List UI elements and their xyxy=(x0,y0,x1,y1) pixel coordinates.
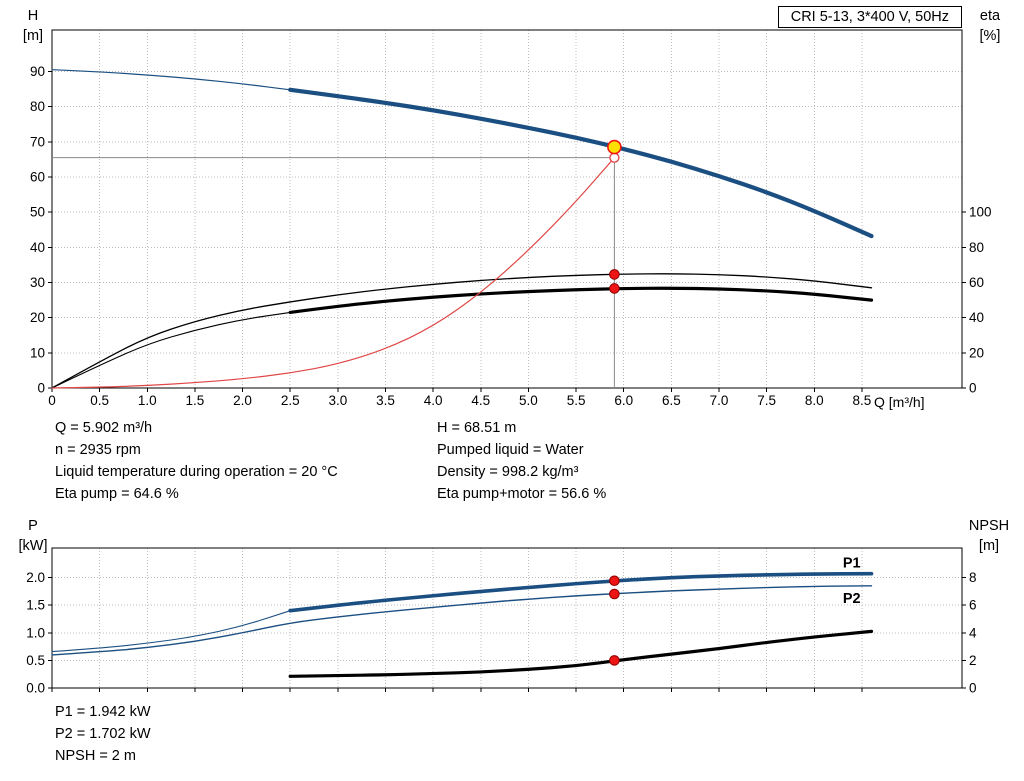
y-tick-label-left: 80 xyxy=(30,99,45,114)
p1-curve xyxy=(288,571,874,613)
y-tick-label-left: 70 xyxy=(30,134,45,149)
y-tick-label-right: 80 xyxy=(969,240,984,255)
p2-point-marker xyxy=(609,588,620,600)
npsh-point-marker xyxy=(609,655,620,666)
x-tick-label: 5.5 xyxy=(567,393,586,408)
x-tick-label: 3.0 xyxy=(328,393,347,408)
x-tick-label: 2.5 xyxy=(281,393,300,408)
head-request-point-marker xyxy=(609,152,620,163)
result-line-p2: P2 = 1.702 kW xyxy=(55,726,151,742)
system-curve xyxy=(51,157,615,389)
eta-pump-motor-point-marker xyxy=(609,283,620,294)
y-tick-label-left: 1.5 xyxy=(26,598,45,613)
y-tick-label-right: 2 xyxy=(969,653,977,668)
eta-axis-label-unit: [%] xyxy=(979,28,1001,44)
y-tick-label-left: 0 xyxy=(37,381,45,396)
power-chart: 0.0 0.5 1.0 1.5 2.0 0 2 4 6 8 P1 P2 xyxy=(26,547,977,696)
result-line-density: Density = 998.2 kg/m³ xyxy=(437,464,579,480)
pump-model-title-box: CRI 5-13, 3*400 V, 50Hz xyxy=(777,6,962,28)
curve-label-p1: P1 xyxy=(843,556,861,572)
result-line-npsh: NPSH = 2 m xyxy=(55,748,136,764)
plot-frame xyxy=(51,547,963,689)
y-tick-label-right: 60 xyxy=(969,275,984,290)
h-axis-label-symbol: H xyxy=(27,8,39,24)
x-tick-label: 1.0 xyxy=(138,393,157,408)
npsh-axis-label-symbol: NPSH xyxy=(968,518,1010,534)
duty-point-marker[interactable] xyxy=(607,139,622,155)
x-tick-label: 4.0 xyxy=(424,393,443,408)
npsh-axis-label: NPSH [m] xyxy=(960,516,1018,556)
x-tick-label: 6.5 xyxy=(662,393,681,408)
h-axis-label: H [m] xyxy=(10,6,56,46)
result-line-h: H = 68.51 m xyxy=(437,420,517,436)
x-tick-label: 7.0 xyxy=(710,393,729,408)
p-axis-label-unit: [kW] xyxy=(18,538,48,554)
p-axis-label-symbol: P xyxy=(28,518,38,534)
eta-pump-motor-curve xyxy=(288,286,874,314)
x-tick-label: 6.0 xyxy=(614,393,633,408)
result-line-speed: n = 2935 rpm xyxy=(55,442,141,458)
y-tick-label-left: 0.0 xyxy=(26,681,45,696)
x-tick-label: 1.5 xyxy=(186,393,205,408)
result-line-eta-pump: Eta pump = 64.6 % xyxy=(55,486,179,502)
x-tick-label: 4.5 xyxy=(471,393,490,408)
npsh-axis-label-unit: [m] xyxy=(978,538,1000,554)
y-tick-label-left: 0.5 xyxy=(26,653,45,668)
p2-curve xyxy=(51,585,873,656)
y-tick-label-left: 50 xyxy=(30,205,45,220)
pump-curve xyxy=(288,87,874,239)
x-tick-label: 2.0 xyxy=(233,393,252,408)
result-line-q: Q = 5.902 m³/h xyxy=(55,420,153,436)
p1-point-marker xyxy=(609,575,620,587)
eta-axis-label: eta [%] xyxy=(964,6,1016,46)
x-tick-label: 0 xyxy=(48,393,56,408)
eta-pump-motor-extension xyxy=(51,311,291,389)
x-tick-label: 7.5 xyxy=(757,393,776,408)
y-tick-label-left: 90 xyxy=(30,64,45,79)
x-tick-label: 5.0 xyxy=(519,393,538,408)
h-axis-label-unit: [m] xyxy=(22,28,44,44)
y-tick-label-right: 0 xyxy=(969,381,977,396)
y-tick-label-right: 8 xyxy=(969,570,977,585)
results-right-column: H = 68.51 m Pumped liquid = Water Densit… xyxy=(437,417,606,505)
x-tick-label: 3.5 xyxy=(376,393,395,408)
result-line-eta-pump-motor: Eta pump+motor = 56.6 % xyxy=(437,486,607,502)
curve-label-p2: P2 xyxy=(843,591,861,607)
x-tick-label: 8.0 xyxy=(805,393,824,408)
y-tick-label-left: 20 xyxy=(30,310,45,325)
pump-curve-extension xyxy=(51,69,291,91)
y-tick-label-left: 30 xyxy=(30,275,45,290)
y-tick-label-right: 4 xyxy=(969,625,977,640)
npsh-curve xyxy=(288,629,874,678)
p1-curve-extension xyxy=(51,610,291,653)
p-axis-label: P [kW] xyxy=(10,516,56,556)
y-tick-label-left: 10 xyxy=(30,345,45,360)
x-tick-label: 0.5 xyxy=(90,393,109,408)
result-line-liquid: Pumped liquid = Water xyxy=(437,442,584,458)
plot-frame xyxy=(51,29,963,389)
eta-pump-curve xyxy=(51,273,873,389)
qh-chart: 0 0.5 1.0 1.5 2.0 2.5 3.0 3.5 4.0 4.5 5.0 5.5 6.0 6.5… xyxy=(30,29,992,408)
y-tick-label-left: 40 xyxy=(30,240,45,255)
results-left-column: Q = 5.902 m³/h n = 2935 rpm Liquid tempe… xyxy=(55,417,338,505)
y-tick-label-left: 60 xyxy=(30,169,45,184)
y-tick-label-left: 1.0 xyxy=(26,625,45,640)
eta-axis-label-symbol: eta xyxy=(979,8,1001,24)
eta-pump-point-marker xyxy=(609,269,620,280)
results-bottom-block: P1 = 1.942 kW P2 = 1.702 kW NPSH = 2 m xyxy=(55,701,151,767)
y-tick-label-right: 20 xyxy=(969,345,984,360)
y-tick-label-right: 100 xyxy=(969,205,992,220)
x-tick-label: 8.5 xyxy=(853,393,872,408)
y-tick-label-left: 2.0 xyxy=(26,570,45,585)
y-tick-label-right: 6 xyxy=(969,598,977,613)
result-line-temperature: Liquid temperature during operation = 20… xyxy=(55,464,338,480)
y-tick-label-right: 0 xyxy=(969,681,977,696)
y-tick-label-right: 40 xyxy=(969,310,984,325)
q-axis-label: Q [m³/h] xyxy=(874,394,925,410)
result-line-p1: P1 = 1.942 kW xyxy=(55,704,151,720)
